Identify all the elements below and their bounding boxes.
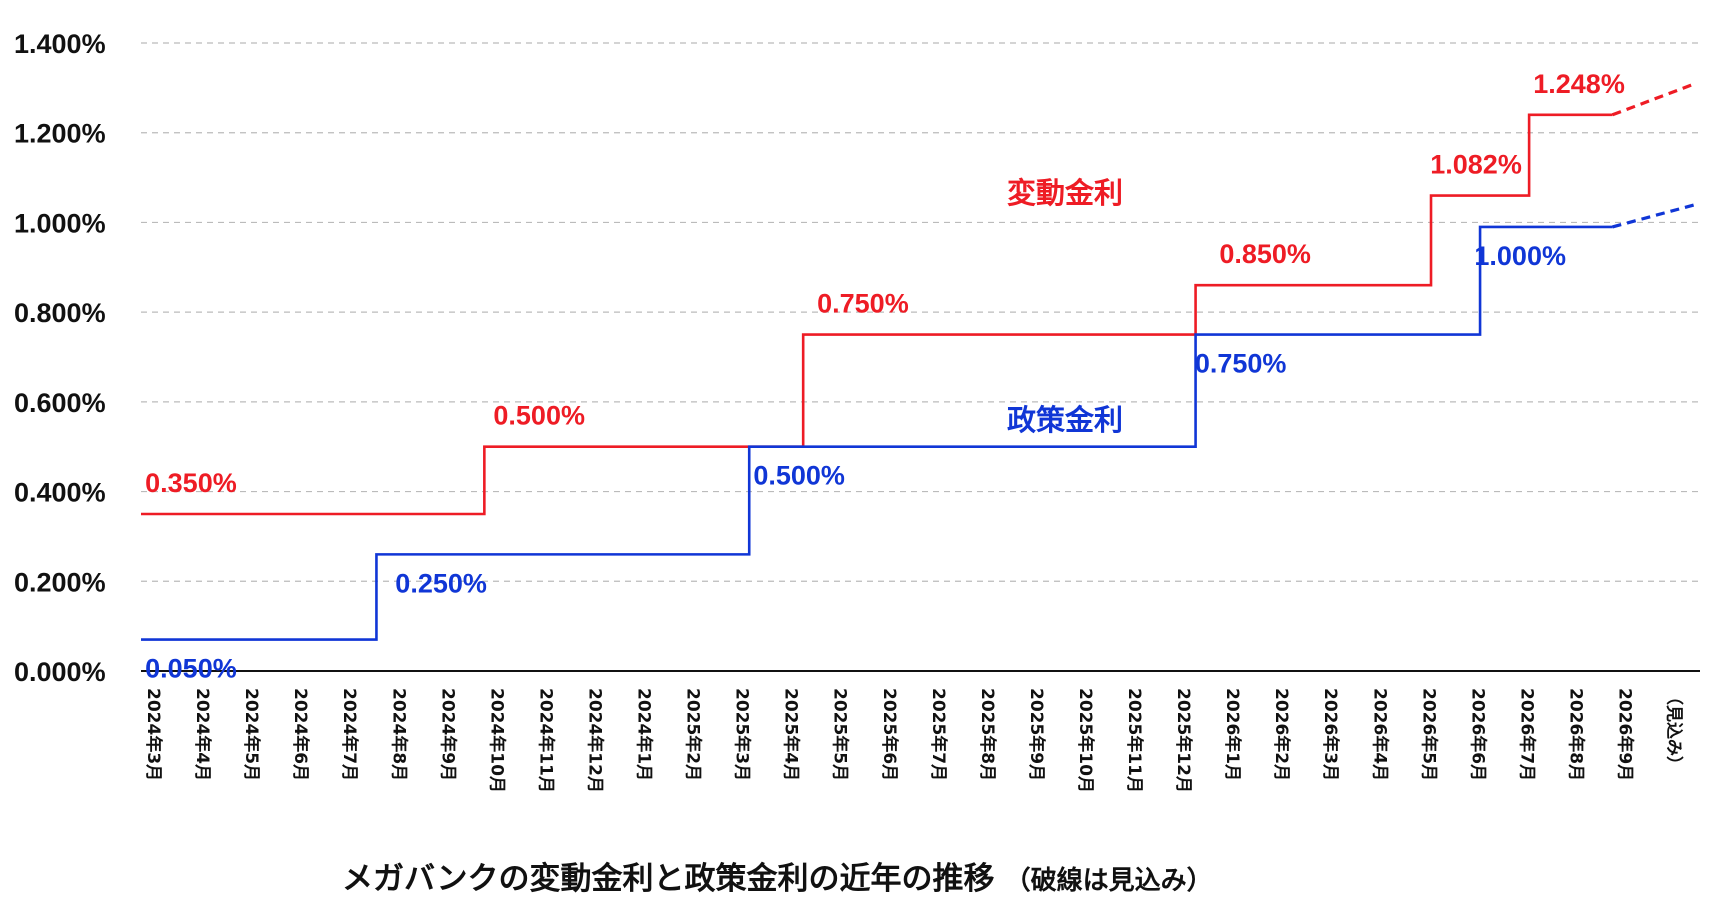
- x-axis: 2024年3月 2024年4月 2024年5月 2024年6月 2024年7月 2024年…: [141, 670, 1700, 793]
- x-tick-label: 2024年10月: [486, 688, 507, 793]
- x-tick-label: 2025年12月: [1173, 688, 1194, 793]
- data-label: 0.350%: [145, 468, 237, 498]
- data-label: 0.050%: [145, 654, 237, 684]
- data-label: 0.750%: [817, 289, 909, 319]
- data-label: 1.000%: [1474, 241, 1566, 271]
- y-tick-label: 0.400%: [14, 478, 106, 508]
- x-tick-label: 2025年6月: [879, 688, 900, 781]
- data-label: 0.850%: [1219, 239, 1311, 269]
- x-tick-label: 2024年5月: [241, 688, 262, 781]
- grid-lines: [141, 42, 1700, 582]
- x-tick-label: 2026年8月: [1565, 688, 1586, 781]
- series-name-label: 変動金利: [1007, 176, 1123, 210]
- x-tick-label: 2026年4月: [1369, 688, 1390, 781]
- x-tick-label: 2025年4月: [781, 688, 802, 781]
- x-tick-label: 2024年1月: [634, 688, 655, 781]
- series-lines: [141, 81, 1697, 641]
- y-tick-label: 1.400%: [14, 29, 106, 59]
- y-tick-label: 0.800%: [14, 298, 106, 328]
- y-axis: 0.000% 0.200% 0.400% 0.600% 0.800% 1.000% 1.20…: [14, 29, 106, 687]
- x-tick-label: 2025年2月: [683, 688, 704, 781]
- data-label: 1.082%: [1430, 150, 1522, 180]
- y-tick-label: 1.000%: [14, 208, 106, 238]
- x-tick-label: （見込み）: [1664, 688, 1685, 773]
- x-tick-label: 2024年9月: [437, 688, 458, 781]
- data-label: 0.750%: [1195, 349, 1287, 379]
- chart-title-main: メガバンクの変動金利と政策金利の近年の推移: [342, 861, 995, 897]
- x-tick-label: 2025年5月: [830, 688, 851, 781]
- y-tick-label: 0.200%: [14, 567, 106, 597]
- data-label: 1.248%: [1533, 69, 1625, 99]
- series-line: [141, 113, 1613, 516]
- data-label: 0.250%: [395, 568, 487, 598]
- x-tick-label: 2024年4月: [192, 688, 213, 781]
- x-tick-label: 2025年3月: [732, 688, 753, 781]
- x-tick-label: 2025年9月: [1026, 688, 1047, 781]
- series-line: [141, 225, 1613, 641]
- projection-line: [1612, 202, 1697, 229]
- x-tick-label: 2026年6月: [1467, 688, 1488, 781]
- chart-title-sub: （破線は見込み）: [1005, 865, 1213, 896]
- data-label: 0.500%: [753, 461, 845, 491]
- x-tick-label: 2026年7月: [1516, 688, 1537, 781]
- x-tick-label: 2026年3月: [1320, 688, 1341, 781]
- x-tick-label: 2025年10月: [1075, 688, 1096, 793]
- x-tick-label: 2026年5月: [1418, 688, 1439, 781]
- x-tick-label: 2024年11月: [535, 688, 556, 793]
- chart-title: メガバンクの変動金利と政策金利の近年の推移 （破線は見込み）: [342, 861, 1213, 897]
- data-label: 0.500%: [493, 401, 585, 431]
- x-tick-label: 2026年1月: [1222, 688, 1243, 781]
- x-tick-label: 2024年7月: [339, 688, 360, 781]
- y-tick-label: 0.000%: [14, 657, 106, 687]
- x-tick-label: 2025年8月: [977, 688, 998, 781]
- projection-line: [1611, 81, 1697, 117]
- x-tick-label: 2024年12月: [584, 688, 605, 793]
- data-labels: 0.350% 0.500% 0.750% 0.850% 1.082% 1.248% 0.05…: [145, 69, 1625, 684]
- x-tick-label: 2025年11月: [1124, 688, 1145, 793]
- x-tick-label: 2026年2月: [1271, 688, 1292, 781]
- series-name-label: 政策金利: [1007, 403, 1123, 437]
- x-tick-label: 2026年9月: [1615, 688, 1636, 781]
- x-tick-label: 2024年6月: [290, 688, 311, 781]
- y-tick-label: 0.600%: [14, 388, 106, 418]
- x-tick-label: 2024年3月: [143, 688, 164, 781]
- y-tick-label: 1.200%: [14, 119, 106, 149]
- x-tick-label: 2025年7月: [928, 688, 949, 781]
- x-tick-label: 2024年8月: [388, 688, 409, 781]
